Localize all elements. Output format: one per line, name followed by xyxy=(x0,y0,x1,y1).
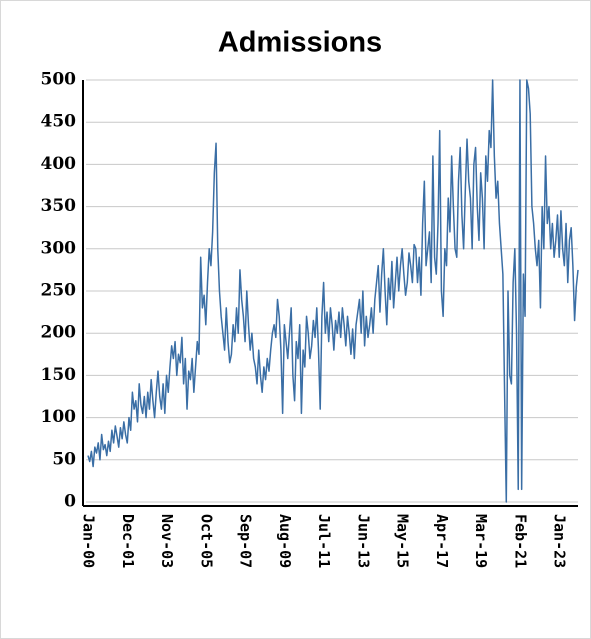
chart-title: Admissions xyxy=(218,27,382,59)
x-tick-label: Dec-01 xyxy=(119,514,137,568)
y-tick-label: 250 xyxy=(41,281,77,301)
x-tick-label: Oct-05 xyxy=(197,514,215,568)
y-tick-label: 500 xyxy=(41,70,77,90)
x-tick-label: Aug-09 xyxy=(276,514,294,568)
y-tick-label: 300 xyxy=(41,238,77,258)
x-tick-label: May-15 xyxy=(394,514,412,568)
y-tick-label: 400 xyxy=(41,154,77,174)
y-tick-label: 100 xyxy=(41,407,77,427)
y-tick-label: 200 xyxy=(41,323,77,343)
y-tick-label: 350 xyxy=(41,196,77,216)
y-tick-label: 50 xyxy=(52,449,76,469)
x-tick-label: Nov-03 xyxy=(158,514,176,568)
x-tick-label: Jun-13 xyxy=(354,514,372,568)
y-tick-label: 150 xyxy=(41,365,77,385)
x-tick-label: Jan-23 xyxy=(551,514,569,568)
y-tick-label: 450 xyxy=(41,112,77,132)
x-tick-label: Apr-17 xyxy=(433,514,451,568)
x-tick-label: Feb-21 xyxy=(511,514,529,568)
x-tick-label: Jul-11 xyxy=(315,514,333,568)
x-tick-label: Jan-00 xyxy=(80,514,98,568)
x-tick-label: Mar-19 xyxy=(472,514,490,568)
y-tick-label: 0 xyxy=(64,492,76,512)
data-line xyxy=(87,79,579,503)
x-tick-label: Sep-07 xyxy=(237,514,255,568)
